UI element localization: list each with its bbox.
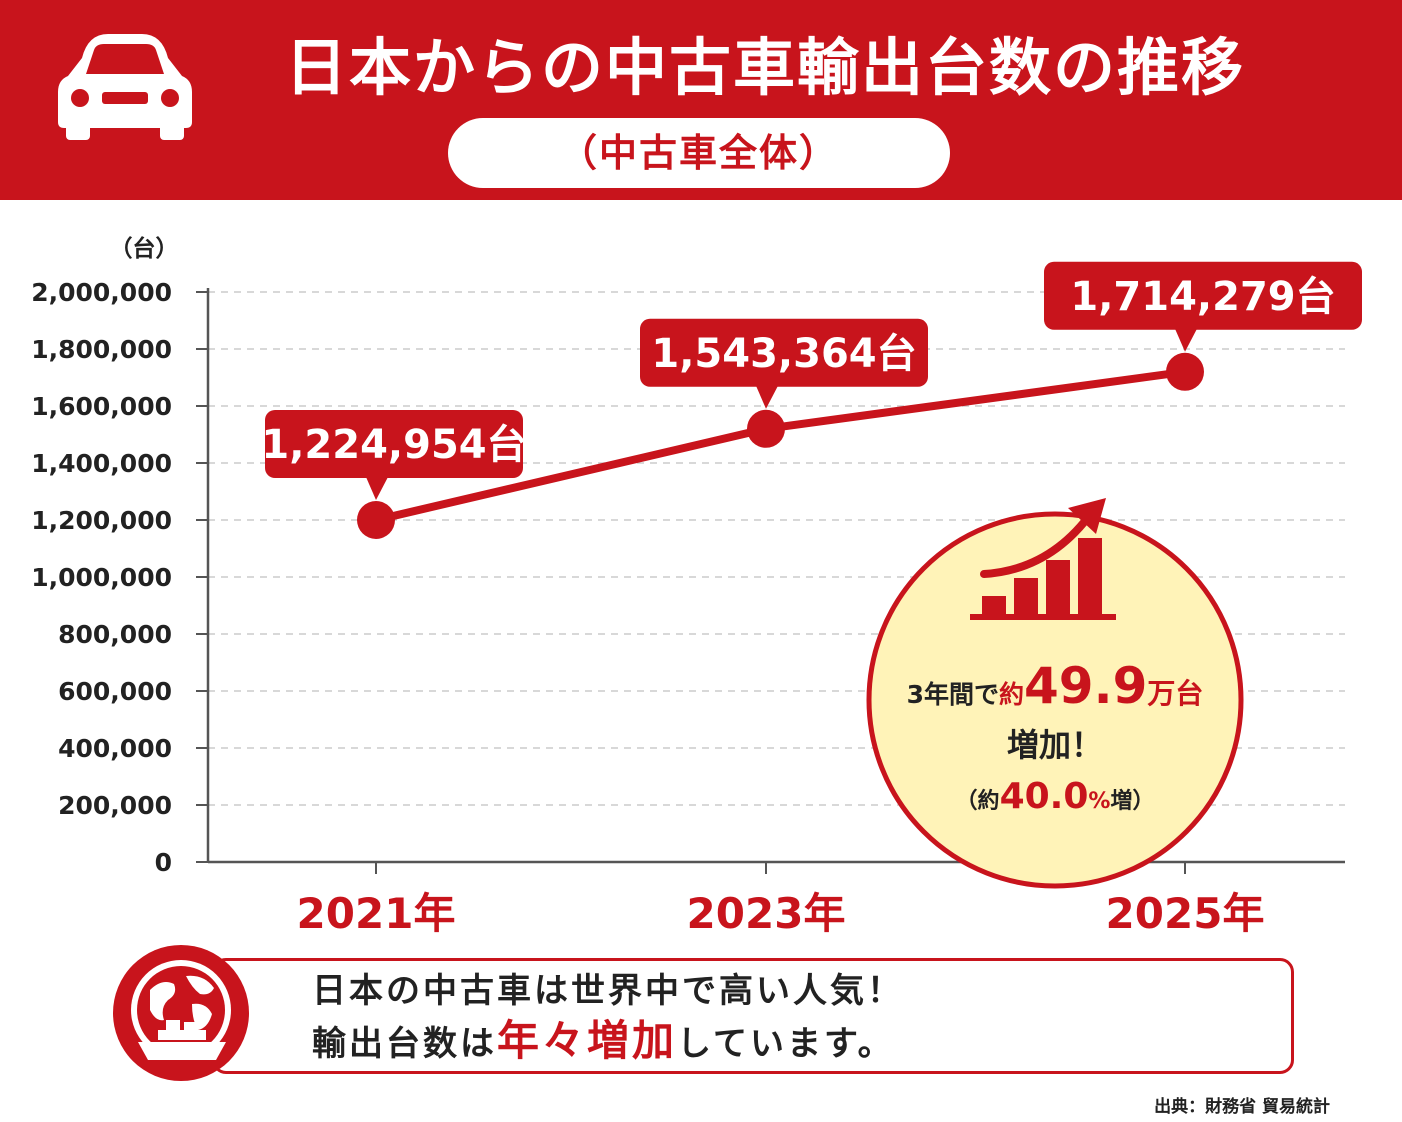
y-tick-label: 1,600,000 <box>31 392 172 421</box>
growth-arrow <box>980 508 1096 578</box>
data-label-box <box>1044 261 1362 330</box>
chart-subtitle: （中古車全体） <box>448 118 950 188</box>
callout-line-3: （約40.0%増） <box>956 776 1155 817</box>
data-label-text: 1,714,279台 <box>1070 274 1335 320</box>
car-icon <box>58 34 192 140</box>
footer-message-box <box>212 958 1294 1074</box>
data-label-text: 1,543,364台 <box>651 331 916 377</box>
data-label-pointer <box>1175 328 1197 352</box>
callout-line-1: 3年間で約49.9万台 <box>907 657 1204 715</box>
source-note: 出典：財務省 貿易統計 <box>1154 1097 1330 1117</box>
y-tick-label: 800,000 <box>58 620 172 649</box>
growth-base <box>970 614 1116 620</box>
data-label: 1,543,364台 <box>640 318 928 409</box>
y-tick-label: 0 <box>155 848 172 877</box>
footer-line-2: 輸出台数は年々増加しています。 <box>312 1016 1272 1069</box>
line-chart: 2,000,000 1,800,000 1,600,000 1,400,000 1,20… <box>31 235 1362 938</box>
footer-line-2-suffix: しています。 <box>677 1024 895 1064</box>
callout-value: 49.9 <box>1024 657 1147 715</box>
y-tick-label: 400,000 <box>58 734 172 763</box>
y-tick-label: 600,000 <box>58 677 172 706</box>
x-tick-label: 2025年 <box>1106 889 1265 938</box>
footer-line-1: 日本の中古車は世界中で高い人気！ <box>312 971 904 1011</box>
x-tick-label: 2023年 <box>687 889 846 938</box>
y-tick-label: 200,000 <box>58 791 172 820</box>
data-label-box <box>265 410 523 478</box>
callout-pct-value: 40.0 <box>1000 776 1089 817</box>
chart-title: 日本からの中古車輸出台数の推移 <box>284 31 1245 104</box>
y-tick-label: 1,000,000 <box>31 563 172 592</box>
growth-bar <box>1078 538 1102 618</box>
callout-close: 増） <box>1110 788 1154 814</box>
data-point <box>747 409 785 448</box>
growth-bar <box>1014 578 1038 618</box>
y-tick-label: 1,800,000 <box>31 335 172 364</box>
footer-text: 日本の中古車は世界中で高い人気！ 輸出台数は年々増加しています。 <box>312 966 1272 1069</box>
growth-arrowhead <box>1068 498 1106 534</box>
footer-emphasis: 年々増加 <box>497 1016 678 1065</box>
callout-line-2: 増加！ <box>1007 726 1103 764</box>
data-point <box>1166 352 1204 391</box>
y-tick-label: 1,400,000 <box>31 449 172 478</box>
callout-circle <box>866 511 1244 889</box>
data-label-box <box>640 318 928 387</box>
footer-line-2-prefix: 輸出台数は <box>312 1024 497 1064</box>
growth-bar <box>982 596 1006 618</box>
globe-ship-icon <box>113 945 249 1081</box>
data-label-pointer <box>366 477 388 500</box>
y-tick-label: 2,000,000 <box>31 278 172 307</box>
callout-unit: 万台 <box>1147 677 1203 710</box>
data-label-text: 1,224,954台 <box>261 422 526 468</box>
y-axis-label: （台） <box>110 235 179 262</box>
data-label: 1,224,954台 <box>261 410 527 500</box>
callout-open: （約 <box>956 788 1000 814</box>
data-label-pointer <box>756 385 778 409</box>
data-point <box>357 501 395 539</box>
callout-prefix: 3年間で <box>907 680 999 709</box>
callout-pct-sign: % <box>1088 789 1110 814</box>
callout-approx: 約 <box>999 680 1024 709</box>
y-tick-label: 1,200,000 <box>31 506 172 535</box>
data-label: 1,714,279台 <box>1044 261 1362 352</box>
growth-bar <box>1046 560 1070 618</box>
x-tick-label: 2021年 <box>297 889 456 938</box>
